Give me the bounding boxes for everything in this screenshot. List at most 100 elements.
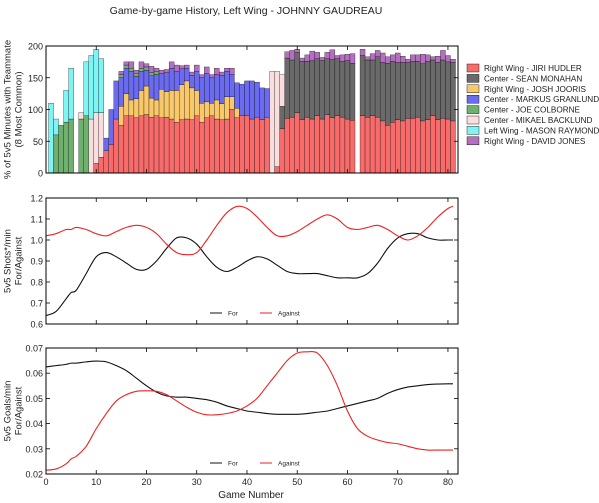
legend-swatch — [466, 84, 480, 94]
bar-segment — [209, 74, 215, 78]
bar-segment — [88, 118, 94, 174]
bar-segment — [88, 55, 94, 120]
bar-segment — [93, 49, 99, 113]
bar-segment — [349, 62, 356, 121]
x-tick-label: 80 — [443, 477, 453, 487]
bar-segment — [374, 56, 381, 118]
bar-segment — [259, 119, 265, 174]
legend-label: Against — [278, 311, 300, 318]
legend-label: Against — [278, 461, 300, 468]
bar-segment — [58, 125, 64, 174]
bar-segment — [390, 122, 396, 174]
bar-segment — [163, 69, 170, 73]
bar-segment — [445, 55, 451, 63]
bar-segment — [184, 68, 190, 82]
bar-segment — [148, 72, 155, 76]
bar-segment — [103, 150, 109, 174]
bar-segment — [359, 115, 366, 174]
bar-segment — [113, 118, 120, 174]
bar-segment — [204, 117, 210, 174]
legend-label: Left Wing - MASON RAYMOND — [484, 126, 599, 135]
bar-segment — [168, 118, 175, 174]
legend-label: Center - MIKAEL BACKLUND — [484, 116, 593, 125]
bar-segment — [128, 71, 135, 101]
bar-segment — [324, 52, 331, 59]
legend-swatch — [466, 115, 480, 125]
bar-segment — [68, 68, 74, 120]
bar-segment — [334, 58, 341, 117]
bar-segment — [173, 122, 180, 174]
bar-segment — [173, 64, 180, 72]
bar-segment — [128, 99, 135, 116]
y-tick-label: 0.8 — [30, 278, 43, 288]
series-line-for — [46, 232, 453, 317]
legend-swatch — [466, 105, 480, 114]
bar-segment — [359, 55, 366, 117]
bar-segment — [103, 137, 109, 151]
bar-segment — [78, 112, 84, 120]
bar-segment — [168, 90, 175, 120]
bar-segment — [279, 74, 285, 107]
legend-label: Right Wing - DAVID JONES — [484, 137, 586, 146]
bar-segment — [384, 56, 391, 64]
bar-segment — [123, 61, 130, 66]
bar-segment — [349, 120, 356, 174]
x-axis-label: Game Number — [218, 490, 284, 501]
bar-segment — [53, 134, 59, 174]
y-tick-label: 1.0 — [30, 236, 43, 246]
bar-segment — [229, 109, 235, 174]
bar-segment — [379, 120, 386, 174]
bar-segment — [209, 103, 215, 117]
bar-segment — [304, 116, 310, 174]
legend-swatch — [466, 94, 480, 104]
y-tick-label: 50 — [33, 137, 43, 147]
bar-segment — [168, 68, 175, 91]
bar-segment — [284, 118, 290, 174]
bar-segment — [344, 54, 351, 61]
y-axis-label-line: For/Against — [14, 386, 25, 435]
y-axis-label-line: 5v5 Goals/min — [3, 381, 14, 442]
bar-segment — [244, 115, 250, 174]
bar-segment — [128, 68, 135, 72]
x-tick-label: 60 — [342, 477, 352, 487]
bar-segment — [83, 61, 89, 116]
bar-segment — [369, 59, 376, 117]
bar-segment — [359, 49, 366, 56]
bar-segment — [440, 50, 446, 61]
bar-segment — [294, 112, 300, 174]
y-tick-label: 0.05 — [25, 394, 43, 404]
y-axis-label: % of 5v5 Minutes with Teammate(8 Most Co… — [3, 40, 25, 179]
bar-segment — [384, 125, 391, 174]
bar-segment — [199, 74, 205, 78]
y-tick-label: 0.02 — [25, 470, 43, 480]
bar-segment — [450, 59, 456, 63]
y-tick-label: 0.9 — [30, 257, 43, 267]
bar-segment — [148, 97, 155, 118]
y-axis-label: 5v5 Goals/minFor/Against — [3, 381, 25, 442]
series-line-against — [46, 350, 453, 471]
bar-segment — [369, 53, 376, 61]
bar-segment — [314, 58, 320, 117]
bar-segment — [319, 57, 326, 61]
bar-segment — [289, 116, 295, 174]
bar-segment — [450, 120, 456, 174]
bar-segment — [304, 61, 310, 118]
bar-segment — [204, 66, 210, 74]
y-axis-label-line: % of 5v5 Minutes with Teammate — [3, 40, 14, 179]
y-axis-label-line: For/Against — [14, 236, 25, 285]
bar-segment — [395, 52, 401, 63]
legend-swatch — [466, 126, 480, 135]
bar-segment — [199, 122, 205, 174]
bar-segment — [158, 69, 165, 74]
bar-segment — [123, 93, 130, 117]
bar-segment — [344, 60, 351, 120]
bar-segment — [163, 116, 170, 174]
bar-segment — [390, 54, 396, 62]
bar-segment — [435, 62, 441, 120]
bar-segment — [440, 59, 446, 119]
bar-segment — [98, 112, 104, 158]
bar-segment — [204, 101, 210, 118]
bar-segment — [274, 166, 280, 174]
y-tick-label: 1.1 — [30, 215, 43, 225]
bar-segment — [194, 115, 200, 174]
